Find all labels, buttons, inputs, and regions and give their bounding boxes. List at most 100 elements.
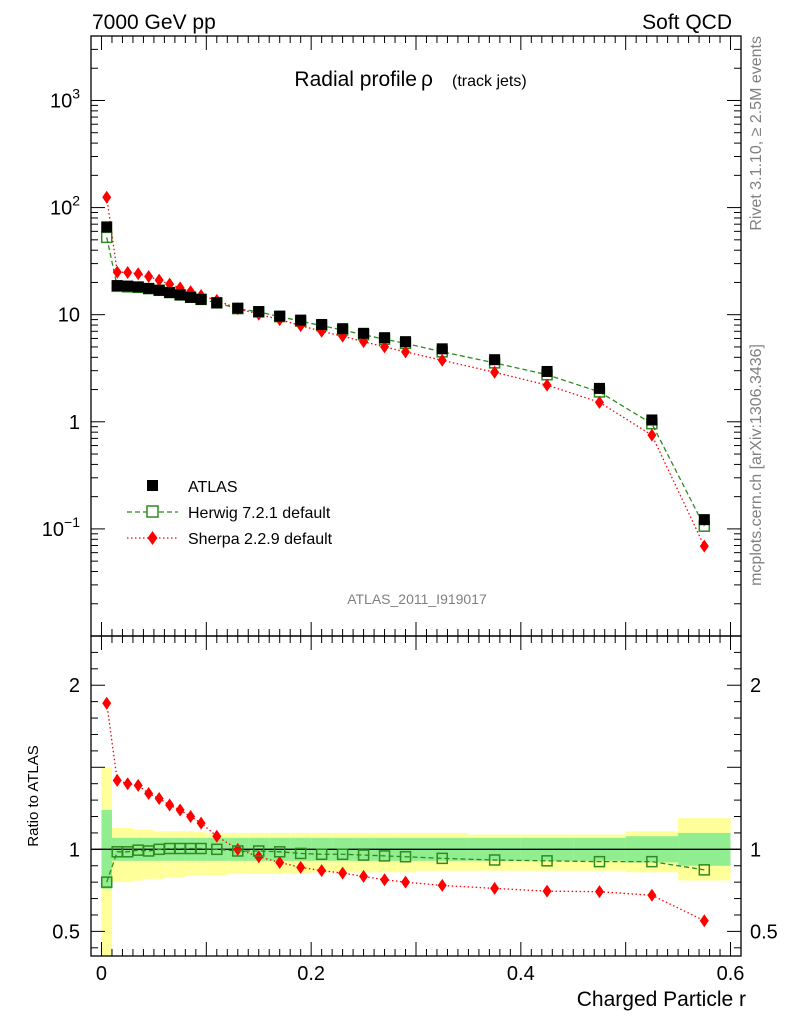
ratio-herwig-line xyxy=(106,847,705,883)
main-series-layer xyxy=(100,190,711,553)
ratio-sherpa-point xyxy=(212,829,222,843)
legend-atlas-label: ATLAS xyxy=(188,479,238,496)
legend-herwig-marker xyxy=(146,505,159,518)
ratio-herwig-point xyxy=(698,864,711,876)
main-atlas-point xyxy=(316,318,328,330)
main-atlas-point xyxy=(195,293,207,305)
mcplots-label: mcplots.cern.ch [arXiv:1306.3436] xyxy=(748,344,765,586)
chart-title: Radial profile xyxy=(294,68,417,91)
ratio-herwig-point xyxy=(593,855,606,868)
ratio-sherpa-point xyxy=(102,696,112,710)
chart-title-text: Radial profile xyxy=(294,68,417,91)
ratio-sherpa-point xyxy=(380,873,390,887)
ratio-sherpa-point xyxy=(175,803,185,817)
main-ytick-label: 10−1 xyxy=(42,514,80,541)
ratio-sherpa-point xyxy=(647,888,657,902)
ratio-herwig-point xyxy=(315,848,328,861)
ratio-x-tick-labels: 0 0.2 0.4 0.6 xyxy=(96,963,745,985)
main-ytick-label: 102 xyxy=(50,193,80,220)
ratio-herwig-point xyxy=(357,849,370,861)
ratio-sherpa-point xyxy=(275,855,285,869)
main-atlas-point xyxy=(143,282,155,294)
ratio-sherpa-point xyxy=(133,778,143,792)
analysis-watermark: ATLAS_2011_I919017 xyxy=(347,591,487,607)
ratio-sherpa-point xyxy=(359,869,369,883)
main-atlas-point xyxy=(122,280,134,292)
main-sherpa-point xyxy=(133,267,143,281)
main-atlas-point xyxy=(253,306,265,318)
ratio-sherpa-point xyxy=(154,791,164,805)
main-ytick-label: 1 xyxy=(69,412,80,434)
main-atlas-point xyxy=(164,287,176,299)
ratio-herwig-point xyxy=(252,845,265,857)
main-sherpa-point xyxy=(594,395,604,409)
main-atlas-point xyxy=(489,354,501,366)
ratio-sherpa-point xyxy=(699,914,709,928)
ratio-ytick-label-left: 2 xyxy=(69,675,80,697)
ratio-ytick-label-right: 1 xyxy=(750,839,761,861)
ratio-herwig-point xyxy=(232,845,244,857)
main-sherpa-point xyxy=(154,273,164,287)
ratio-herwig-point xyxy=(378,850,391,862)
main-sherpa-point xyxy=(112,265,122,279)
main-sherpa-point xyxy=(437,353,447,367)
ratio-sherpa-point xyxy=(196,816,206,830)
main-atlas-point xyxy=(593,382,605,394)
ratio-sherpa-point xyxy=(123,777,133,791)
main-atlas-point xyxy=(185,291,197,303)
ratio-herwig-point xyxy=(488,854,501,866)
main-sherpa-point xyxy=(542,378,552,392)
ratio-sherpa-point xyxy=(112,773,122,787)
chart-title-suffix: (track jets) xyxy=(452,73,527,90)
main-atlas-point xyxy=(153,284,165,296)
main-sherpa-point xyxy=(380,340,390,354)
ratio-xtick-label: 0.6 xyxy=(717,963,745,985)
legend-sherpa-marker xyxy=(147,531,158,545)
main-atlas-point xyxy=(111,280,123,292)
ratio-ytick-label-left: 0.5 xyxy=(52,921,80,943)
main-atlas-point xyxy=(400,336,412,348)
ratio-xtick-label: 0.2 xyxy=(297,963,325,985)
main-ytick-label: 103 xyxy=(50,85,80,112)
main-atlas-point xyxy=(379,332,391,344)
main-atlas-point xyxy=(174,289,186,301)
ratio-herwig-point xyxy=(211,843,223,856)
main-atlas-point xyxy=(211,297,223,309)
main-atlas-point xyxy=(698,514,710,526)
ratio-herwig-point xyxy=(646,855,658,868)
main-atlas-point xyxy=(541,365,553,377)
ratio-herwig-point xyxy=(273,846,286,858)
ratio-sherpa-point xyxy=(437,878,447,892)
ratio-frame xyxy=(90,635,742,957)
main-atlas-point xyxy=(232,302,244,314)
main-sherpa-point xyxy=(123,265,133,279)
ratio-xtick-label: 0.4 xyxy=(507,963,535,985)
ratio-y-tick-labels: 2 2 1 1 0.5 0.5 xyxy=(52,675,778,943)
ratio-herwig-point xyxy=(294,847,307,860)
x-axis-label: Charged Particle r xyxy=(577,988,746,1011)
ratio-xtick-label: 0 xyxy=(96,963,107,985)
main-axis-ticks xyxy=(91,35,741,637)
main-atlas-point xyxy=(101,221,113,233)
ratio-ytick-label-left: 1 xyxy=(69,839,80,861)
ratio-sherpa-point xyxy=(401,875,411,889)
ratio-sherpa-point xyxy=(317,864,327,878)
legend-sherpa-label: Sherpa 2.2.9 default xyxy=(188,531,333,548)
ratio-herwig-point xyxy=(399,850,412,863)
ratio-herwig-point xyxy=(436,852,448,865)
ratio-series-layer xyxy=(100,696,711,928)
legend-herwig-label: Herwig 7.2.1 default xyxy=(188,505,331,522)
main-sherpa-point xyxy=(699,539,709,553)
ratio-uncertainty-bands xyxy=(101,767,731,956)
main-sherpa-point xyxy=(102,190,112,204)
legend-atlas-marker xyxy=(147,480,158,491)
ratio-ylabel: Ratio to ATLAS xyxy=(25,745,42,846)
ratio-herwig-point xyxy=(541,855,553,867)
main-atlas-point xyxy=(337,323,349,335)
main-atlas-point xyxy=(436,343,448,355)
ratio-sherpa-point xyxy=(594,885,604,899)
ratio-ytick-label-right: 2 xyxy=(750,675,761,697)
ratio-ytick-label-right: 0.5 xyxy=(750,921,778,943)
ratio-sherpa-point xyxy=(338,866,348,880)
